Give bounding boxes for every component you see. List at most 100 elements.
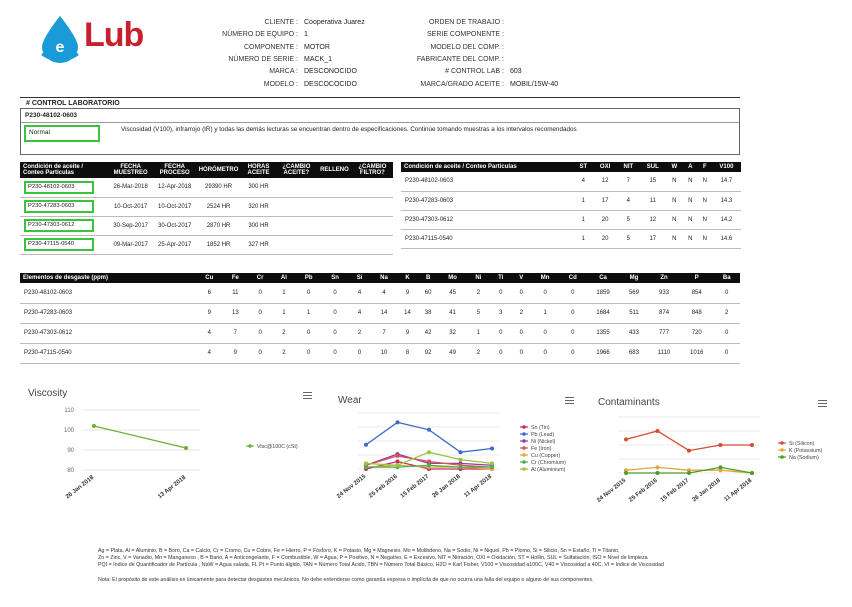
- x-tick-label: 26 Jan 2018: [65, 474, 96, 500]
- table-cell: 0: [489, 323, 512, 344]
- table-cell: [351, 197, 393, 217]
- table-cell: 0: [559, 343, 587, 364]
- table-cell: 11: [639, 191, 666, 211]
- legend-marker: [780, 455, 784, 459]
- table-cell: 2: [466, 343, 490, 364]
- table-cell: 0: [713, 323, 740, 344]
- table-cell: 2: [713, 303, 740, 324]
- column-header: Cd: [559, 273, 587, 283]
- table-cell: [317, 216, 352, 236]
- table-cell: 2: [466, 283, 490, 304]
- table-cell: 14.3: [711, 191, 741, 211]
- legend-item: Ni (Nickel): [531, 439, 556, 445]
- table-cell: 4: [348, 283, 371, 304]
- table-cell: [351, 216, 393, 236]
- column-header: RELLENO: [317, 162, 352, 178]
- table-cell: 683: [619, 343, 649, 364]
- table-cell: 0: [247, 343, 273, 364]
- legend-item: Visc@100C (cSt): [257, 444, 298, 450]
- column-header: HORAS ACEITE: [241, 162, 276, 178]
- table-cell: 0: [321, 323, 349, 344]
- data-point: [364, 442, 368, 447]
- table-cell: 1: [530, 303, 560, 324]
- sample-id-cell: P230-47115-0540: [24, 238, 94, 251]
- table-cell: [275, 216, 318, 236]
- column-header: A: [682, 162, 698, 172]
- table-cell: 1110: [648, 343, 680, 364]
- table-cell: 20: [593, 229, 617, 249]
- glossary: Ag = Plata, Al = Aluminio, B = Boro, Ca …: [98, 548, 818, 570]
- column-header: Al: [272, 273, 296, 283]
- table-cell: 777: [648, 323, 680, 344]
- column-header: NIT: [616, 162, 640, 172]
- data-point: [427, 459, 431, 464]
- column-header: SUL: [639, 162, 666, 172]
- column-header: FECHA PROCESO: [153, 162, 196, 178]
- table-cell: [275, 178, 318, 198]
- table-cell: 8: [397, 343, 418, 364]
- table-cell: 12: [639, 210, 666, 230]
- table-cell: 92: [417, 343, 439, 364]
- table-cell: 0: [713, 343, 740, 364]
- sample-id: P230-48102-0603: [25, 112, 78, 119]
- table-cell: N: [665, 172, 683, 192]
- legend-marker: [522, 446, 526, 450]
- viscosity-menu-icon[interactable]: [303, 392, 312, 399]
- table-cell: 0: [247, 303, 273, 324]
- table-cell: 4: [195, 323, 223, 344]
- legend-item: Na (Sodium): [789, 455, 819, 461]
- data-point: [718, 468, 723, 473]
- water-drop-icon: e: [41, 16, 79, 63]
- table-cell: N: [697, 191, 712, 211]
- table-cell: [317, 235, 352, 255]
- data-point: [624, 437, 628, 442]
- table-cell: 0: [295, 343, 322, 364]
- table-row: P230-47283-0603 1 17 4 11 N N N 14.3: [401, 191, 741, 211]
- table-cell: 0: [511, 283, 531, 304]
- table-cell: [275, 235, 318, 255]
- column-header: Ba: [713, 273, 740, 283]
- data-point: [395, 459, 400, 464]
- header-label: NÚMERO DE SERIE :: [228, 55, 298, 63]
- table-cell: 1016: [679, 343, 714, 364]
- column-header: Cr: [247, 273, 273, 283]
- table-cell: N: [665, 191, 683, 211]
- sample-id-cell: P230-47283-0603: [24, 200, 94, 213]
- contaminants-chart-title: Contaminants: [598, 397, 660, 408]
- table-cell: P230-48102-0603: [401, 172, 574, 192]
- table-cell: 1: [272, 283, 296, 304]
- table-row: P230-47303-0612 4 7 0 2 0 0 2 7 9 42 32 1 0 0 0 0 1355 433…: [20, 323, 740, 344]
- table-cell: [317, 178, 352, 198]
- data-point: [427, 463, 431, 468]
- table-cell: 1966: [586, 343, 620, 364]
- x-tick-label: 25 Feb 2016: [628, 477, 659, 503]
- data-point: [687, 471, 691, 475]
- table-cell: 1: [466, 323, 490, 344]
- table-cell: N: [682, 172, 698, 192]
- table-cell: 49: [438, 343, 467, 364]
- table-cell: P230-47283-0603: [401, 191, 574, 211]
- column-header: P: [679, 273, 714, 283]
- column-header: Sn: [321, 273, 349, 283]
- data-point: [655, 429, 660, 433]
- table-cell: 3: [489, 303, 512, 324]
- table-cell: 2: [272, 323, 296, 344]
- table-cell: 300 HR: [241, 178, 276, 198]
- data-point: [687, 468, 691, 473]
- legend-marker: [522, 439, 526, 443]
- data-point: [490, 461, 494, 466]
- table-cell: 0: [511, 343, 531, 364]
- data-point: [458, 457, 463, 462]
- table-cell: 2: [511, 303, 531, 324]
- wear-menu-icon[interactable]: [565, 397, 574, 404]
- x-tick-label: 25 Feb 2016: [368, 473, 399, 499]
- x-tick-label: 26 Jan 2018: [691, 477, 722, 503]
- y-tick-label: 110: [64, 408, 74, 414]
- contaminants-menu-icon[interactable]: [818, 400, 827, 407]
- x-tick-label: 24 Nov 2015: [596, 477, 628, 503]
- table-cell: 32: [438, 323, 467, 344]
- data-point: [718, 443, 723, 447]
- column-header: Fe: [222, 273, 248, 283]
- column-header: FECHA MUESTREO: [107, 162, 154, 178]
